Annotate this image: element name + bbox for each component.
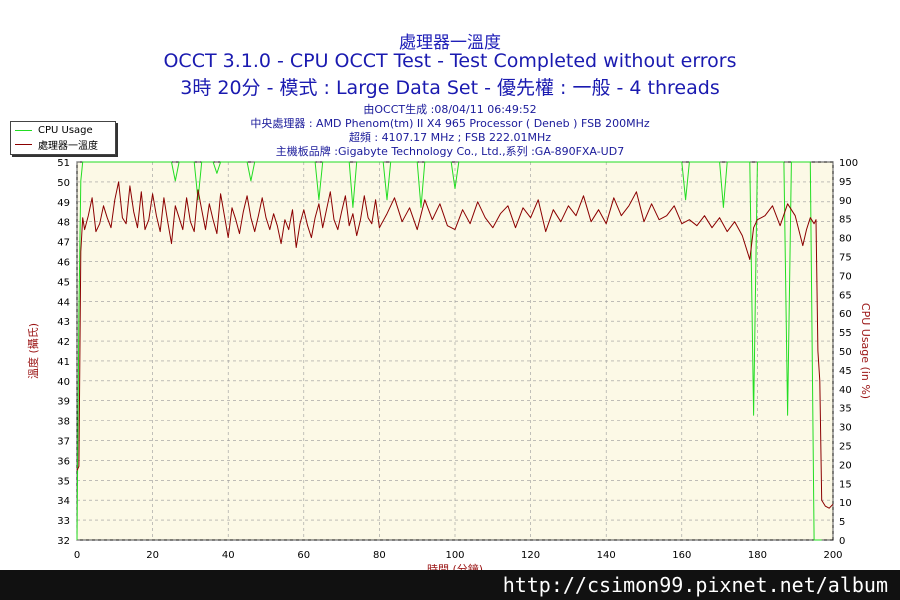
info-clock: 超頻 : 4107.17 MHz ; FSB 222.01MHz xyxy=(348,131,552,144)
legend-swatch-temp xyxy=(15,144,32,145)
y-tick-right-label: 35 xyxy=(839,404,852,415)
x-tick-label: 0 xyxy=(74,550,80,561)
x-tick-label: 40 xyxy=(222,550,235,561)
y-tick-left-label: 50 xyxy=(57,178,70,189)
y-tick-right-label: 40 xyxy=(839,385,852,396)
y-tick-left-label: 41 xyxy=(57,357,70,368)
x-tick-label: 20 xyxy=(146,550,159,561)
y-tick-left-label: 36 xyxy=(57,456,70,467)
y-tick-right-label: 95 xyxy=(839,177,852,188)
x-tick-label: 200 xyxy=(823,550,842,561)
chart-subtitle-test: OCCT 3.1.0 - CPU OCCT Test - Test Comple… xyxy=(163,50,737,72)
legend: CPU Usage 處理器一溫度 xyxy=(10,121,116,155)
legend-item-cpu: CPU Usage xyxy=(15,124,93,137)
y-tick-right-label: 55 xyxy=(839,328,852,339)
y-tick-right-label: 0 xyxy=(839,536,845,547)
y-tick-right-label: 60 xyxy=(839,309,852,320)
y-tick-right-label: 10 xyxy=(839,498,852,509)
series-line-temperature xyxy=(76,181,834,509)
y-tick-left-label: 32 xyxy=(57,536,70,547)
x-tick-label: 60 xyxy=(297,550,310,561)
legend-item-temp: 處理器一溫度 xyxy=(15,138,98,152)
y-tick-left-label: 39 xyxy=(57,397,70,408)
y-tick-left-label: 35 xyxy=(57,476,70,487)
y-tick-right-label: 20 xyxy=(839,460,852,471)
x-tick-label: 180 xyxy=(748,550,767,561)
info-cpu: 中央處理器 : AMD Phenom(tm) II X4 965 Process… xyxy=(250,117,650,130)
y-tick-right-label: 70 xyxy=(839,271,852,282)
legend-label-temp: 處理器一溫度 xyxy=(38,141,98,152)
y-tick-right-label: 5 xyxy=(839,517,845,528)
y-tick-right-label: 65 xyxy=(839,290,852,301)
y-tick-right-label: 45 xyxy=(839,366,852,377)
y-tick-left-label: 37 xyxy=(57,437,70,448)
y-tick-left-label: 47 xyxy=(57,238,70,249)
y-tick-left-label: 48 xyxy=(57,218,70,229)
y-tick-left-label: 33 xyxy=(57,516,70,527)
y-tick-left-label: 40 xyxy=(57,377,70,388)
chart-subtitle-mode: 3時 20分 - 模式 : Large Data Set - 優先權 : 一般 … xyxy=(180,77,720,99)
y-tick-left-label: 45 xyxy=(57,277,70,288)
y-tick-right-label: 25 xyxy=(839,442,852,453)
legend-swatch-cpu xyxy=(15,130,32,131)
info-generated: 由OCCT生成 :08/04/11 06:49:52 xyxy=(363,103,537,116)
x-tick-label: 80 xyxy=(373,550,386,561)
y-axis-right-label: CPU Usage (in %) xyxy=(859,303,872,399)
y-tick-left-label: 44 xyxy=(57,297,70,308)
y-tick-left-label: 43 xyxy=(57,317,70,328)
y-tick-left-label: 46 xyxy=(57,257,70,268)
x-tick-label: 100 xyxy=(445,550,464,561)
y-tick-right-label: 15 xyxy=(839,479,852,490)
watermark-text: http://csimon99.pixnet.net/album xyxy=(502,573,888,597)
y-tick-right-label: 75 xyxy=(839,253,852,264)
x-tick-label: 120 xyxy=(521,550,540,561)
y-tick-left-label: 51 xyxy=(57,158,70,169)
legend-label-cpu: CPU Usage xyxy=(38,125,93,136)
y-tick-right-label: 90 xyxy=(839,196,852,207)
x-tick-label: 160 xyxy=(672,550,691,561)
y-tick-right-label: 80 xyxy=(839,234,852,245)
y-tick-right-label: 50 xyxy=(839,347,852,358)
y-tick-left-label: 42 xyxy=(57,337,70,348)
chart-title: 處理器一溫度 xyxy=(399,33,501,53)
y-tick-right-label: 30 xyxy=(839,423,852,434)
y-tick-left-label: 38 xyxy=(57,417,70,428)
watermark-bar: http://csimon99.pixnet.net/album xyxy=(0,570,900,600)
y-tick-right-label: 85 xyxy=(839,215,852,226)
y-tick-left-label: 34 xyxy=(57,496,70,507)
y-tick-right-label: 100 xyxy=(839,158,858,169)
x-tick-label: 140 xyxy=(597,550,616,561)
series-line-cpu-usage xyxy=(76,161,822,541)
y-tick-left-label: 49 xyxy=(57,198,70,209)
y-axis-left-label: 溫度 (攝氏) xyxy=(26,323,40,379)
info-motherboard: 主機板品牌 :Gigabyte Technology Co., Ltd.,系列 … xyxy=(275,145,625,158)
